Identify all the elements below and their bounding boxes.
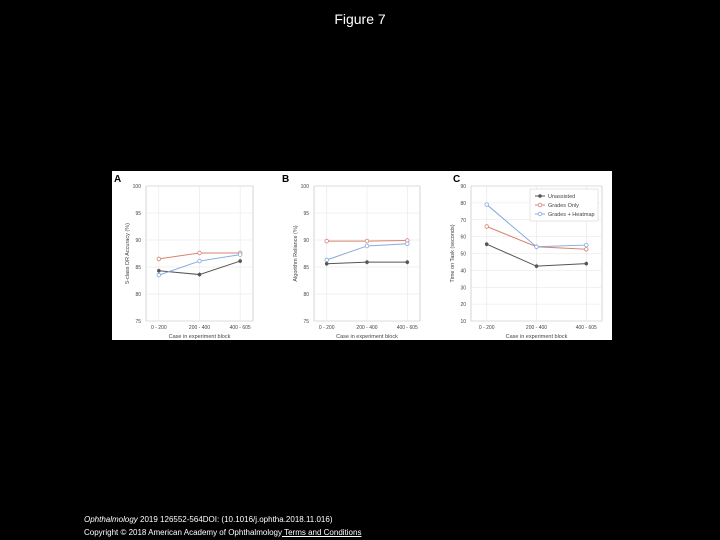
- figure-panel: A 75 80 85 90 95 100 0 - 200 200 - 400 400 - 605 C…: [112, 171, 612, 340]
- x-axis-label: Case in experiment block: [336, 334, 398, 340]
- data-point: [238, 259, 242, 263]
- legend-label: Grades + Heatmap: [548, 212, 595, 218]
- y-tick-label: 75: [303, 319, 309, 325]
- y-tick-label: 60: [460, 235, 466, 241]
- data-point: [484, 224, 489, 229]
- data-point: [365, 260, 369, 264]
- panel-letter: B: [282, 174, 289, 185]
- data-point: [484, 242, 489, 247]
- legend-marker: [538, 194, 542, 198]
- data-point: [156, 272, 162, 278]
- data-point: [584, 242, 589, 248]
- data-point: [584, 261, 589, 266]
- x-tick-label: 0 - 200: [479, 325, 495, 331]
- y-axis-label: Algorithm Reliance (%): [293, 225, 299, 281]
- y-tick-label: 95: [135, 211, 141, 217]
- x-axis-label: Case in experiment block: [506, 334, 568, 340]
- legend-marker: [537, 211, 543, 217]
- data-point: [405, 241, 410, 246]
- legend: Unassisted Grades Only Grades + Heatmap: [529, 188, 599, 222]
- y-axis-label: Time on Task (seconds): [450, 224, 456, 282]
- y-tick-label: 90: [303, 238, 309, 244]
- y-tick-label: 20: [460, 302, 466, 308]
- data-point: [534, 264, 539, 268]
- citation-line: Ophthalmology 2019 126552-564DOI: (10.10…: [84, 513, 361, 526]
- panel-c: C 10 20 30 40 50 60 70 80 90 0 - 200 200 - 400 400 -…: [450, 174, 603, 340]
- data-point: [197, 272, 202, 277]
- y-tick-label: 85: [303, 265, 309, 271]
- y-tick-label: 80: [460, 201, 466, 207]
- data-point: [324, 238, 329, 244]
- data-point: [197, 250, 202, 256]
- data-point: [197, 258, 202, 264]
- terms-link[interactable]: Terms and Conditions: [282, 528, 362, 537]
- x-tick-label: 0 - 200: [319, 325, 335, 331]
- y-tick-label: 90: [460, 184, 466, 190]
- y-tick-label: 30: [460, 285, 466, 291]
- y-tick-label: 75: [135, 319, 141, 325]
- x-tick-label: 400 - 605: [397, 325, 418, 331]
- legend-label: Grades Only: [548, 203, 579, 209]
- data-point: [157, 268, 161, 273]
- y-tick-label: 80: [303, 292, 309, 298]
- x-tick-label: 200 - 400: [356, 325, 377, 331]
- y-tick-label: 40: [460, 268, 466, 274]
- legend-marker: [537, 202, 543, 208]
- y-tick-label: 100: [301, 184, 310, 190]
- legend-label: Unassisted: [548, 194, 575, 200]
- data-point: [584, 247, 589, 252]
- x-tick-label: 400 - 605: [576, 325, 597, 331]
- panel-b: B 75 80 85 90 95 100 0 - 200 200 - 400 400 - 605 C…: [282, 174, 421, 340]
- copyright-line: Copyright © 2018 American Academy of Oph…: [84, 526, 361, 539]
- y-axis-label: 5-class DR Accuracy (%): [125, 223, 131, 284]
- panel-letter: A: [114, 174, 121, 185]
- copyright-text: Copyright © 2018 American Academy of Oph…: [84, 528, 282, 537]
- x-tick-label: 400 - 605: [230, 325, 251, 331]
- panel-a: A 75 80 85 90 95 100 0 - 200 200 - 400 400 - 605 C…: [114, 174, 254, 340]
- x-tick-label: 0 - 200: [151, 325, 167, 331]
- data-point: [324, 257, 329, 263]
- x-tick-label: 200 - 400: [526, 325, 547, 331]
- footer: Ophthalmology 2019 126552-564DOI: (10.10…: [84, 513, 361, 539]
- data-point: [364, 238, 370, 244]
- slide-title: Figure 7: [334, 11, 386, 27]
- data-point: [534, 244, 539, 249]
- data-point: [364, 243, 370, 249]
- y-tick-label: 10: [460, 319, 466, 325]
- data-point: [324, 261, 329, 266]
- x-axis-label: Case in experiment block: [169, 334, 231, 340]
- journal-name: Ophthalmology: [84, 515, 138, 524]
- y-tick-label: 85: [135, 265, 141, 271]
- y-tick-label: 100: [133, 184, 142, 190]
- data-point: [156, 256, 162, 262]
- y-tick-label: 70: [460, 218, 466, 224]
- y-tick-label: 95: [303, 211, 309, 217]
- panel-letter: C: [453, 174, 460, 185]
- x-tick-label: 200 - 400: [189, 325, 210, 331]
- data-point: [405, 260, 410, 264]
- citation-text: 2019 126552-564DOI: (10.1016/j.ophtha.20…: [137, 515, 333, 524]
- y-tick-label: 50: [460, 252, 466, 258]
- data-point: [237, 252, 243, 257]
- data-point: [484, 202, 489, 207]
- y-tick-label: 80: [135, 292, 141, 298]
- y-tick-label: 90: [135, 238, 141, 244]
